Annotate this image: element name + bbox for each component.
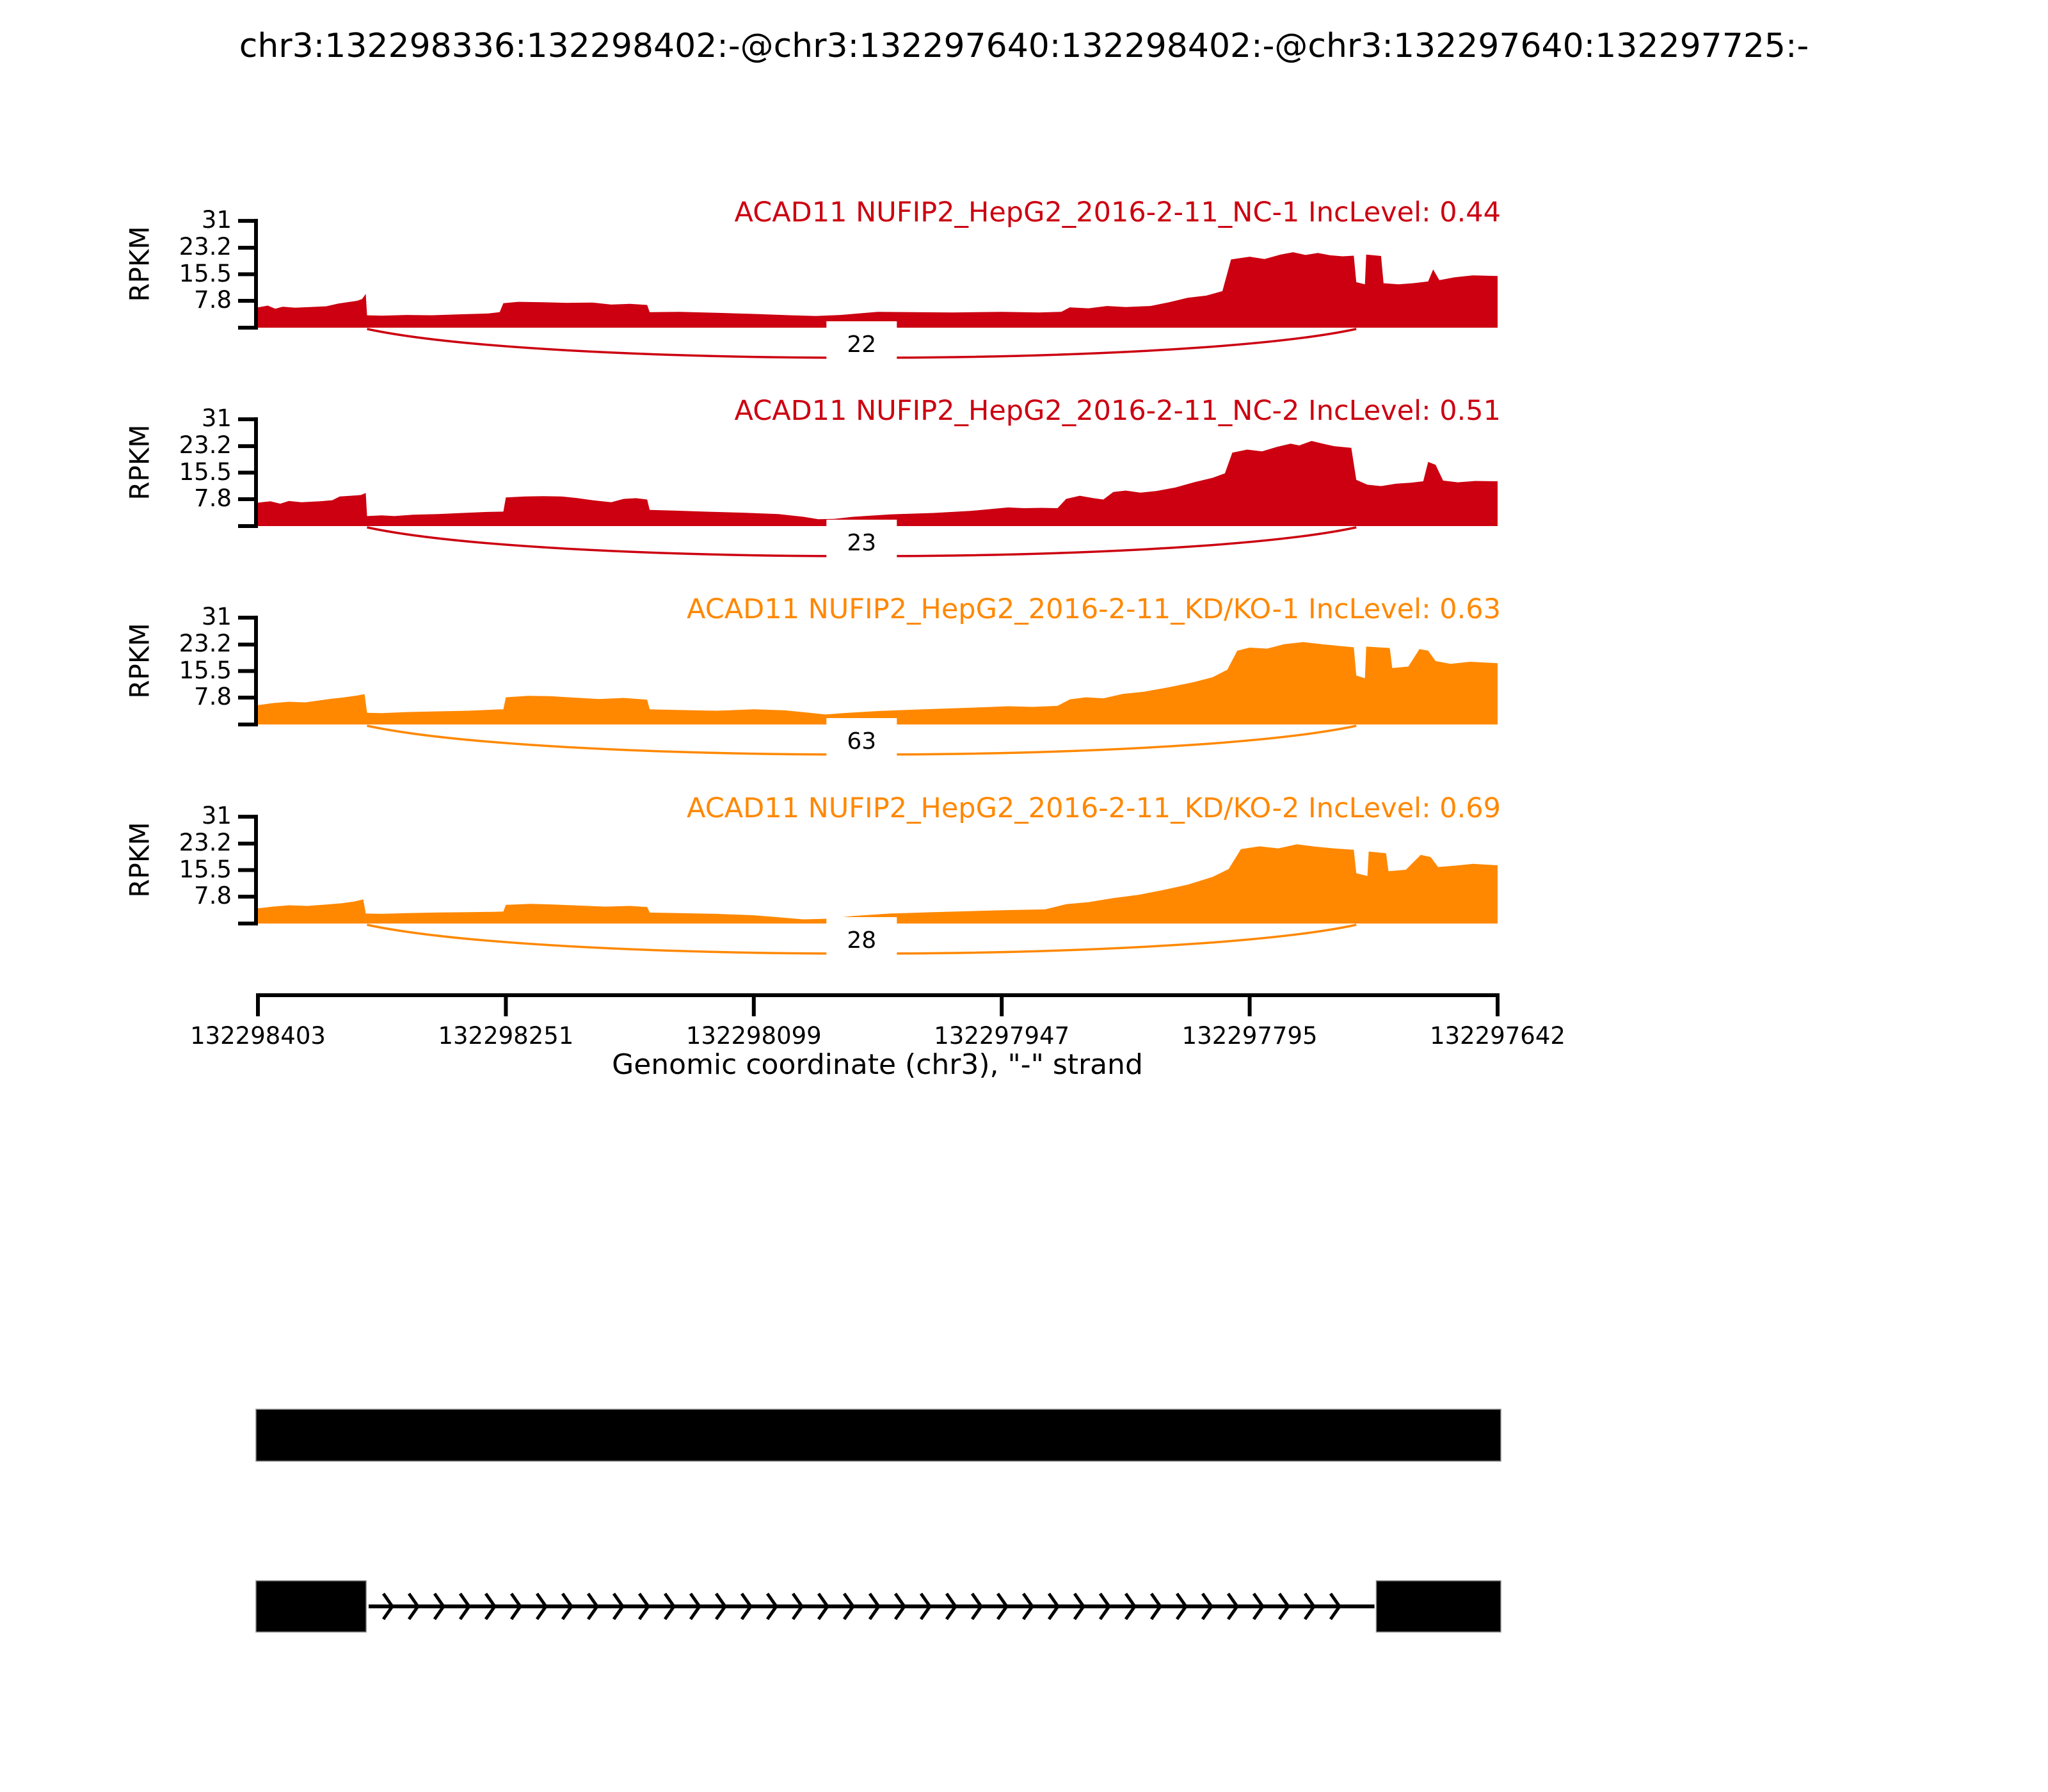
coverage-area-track-2: [258, 441, 1498, 526]
coverage-area-track-3: [258, 642, 1498, 724]
track-label-2: ACAD11 NUFIP2_HepG2_2016-2-11_NC-2 IncLe…: [734, 395, 1501, 427]
x-axis: [256, 993, 1500, 1016]
track-label-1: ACAD11 NUFIP2_HepG2_2016-2-11_NC-1 IncLe…: [734, 196, 1501, 228]
y-tick-label: 23.2: [179, 829, 232, 857]
x-tick-label: 132297795: [1181, 1022, 1318, 1050]
y-axis-title: RPKM: [124, 623, 156, 699]
y-axis-track-1: [238, 219, 258, 330]
coverage-area-track-4: [258, 844, 1498, 924]
junction-count-label: 22: [847, 332, 877, 358]
y-tick-label: 23.2: [179, 630, 232, 658]
x-tick-label: 132298403: [190, 1022, 326, 1050]
y-tick-label: 31: [201, 404, 232, 433]
junction-count-box: [826, 520, 897, 559]
gene-exon-inclusion-isoform: [255, 1409, 1501, 1462]
plot-title: chr3:132298336:132298402:-@chr3:13229764…: [239, 27, 1809, 65]
y-axis-track-2: [238, 417, 258, 528]
x-tick-label: 132297642: [1430, 1022, 1565, 1050]
junction-count-box: [826, 321, 897, 361]
track-label-3: ACAD11 NUFIP2_HepG2_2016-2-11_KD/KO-1 In…: [687, 593, 1501, 625]
y-tick-label: 31: [201, 802, 232, 830]
y-axis-track-3: [238, 616, 258, 726]
y-axis-title: RPKM: [124, 822, 156, 898]
y-tick-label: 31: [201, 603, 232, 631]
y-tick-label: 7.8: [194, 683, 232, 710]
y-tick-label: 15.5: [179, 458, 232, 486]
y-tick-label: 23.2: [179, 431, 232, 460]
x-tick-label: 132298251: [438, 1022, 574, 1050]
gene-exon-skipping-isoform: [255, 1580, 367, 1633]
y-tick-label: 7.8: [194, 882, 232, 909]
y-axis-title: RPKM: [124, 424, 156, 500]
strand-arrow-icons: [381, 1592, 1342, 1620]
y-axis-track-4: [238, 815, 258, 925]
x-tick-label: 132298099: [685, 1022, 822, 1050]
y-tick-label: 7.8: [194, 484, 232, 512]
junction-count-box: [826, 718, 897, 758]
y-tick-label: 7.8: [194, 286, 232, 314]
y-axis-title: RPKM: [124, 226, 156, 302]
y-tick-label: 15.5: [179, 855, 232, 883]
x-axis-title: Genomic coordinate (chr3), "-" strand: [612, 1048, 1143, 1081]
y-tick-label: 31: [201, 206, 232, 234]
junction-count-label: 28: [847, 927, 877, 954]
y-tick-label: 15.5: [179, 259, 232, 287]
junction-count-label: 23: [847, 530, 877, 556]
gene-exon-skipping-isoform: [1375, 1580, 1501, 1633]
junction-count-label: 63: [847, 728, 877, 755]
y-tick-label: 23.2: [179, 233, 232, 261]
coverage-area-track-1: [258, 252, 1498, 328]
y-tick-label: 15.5: [179, 656, 232, 684]
track-label-4: ACAD11 NUFIP2_HepG2_2016-2-11_KD/KO-2 In…: [687, 792, 1501, 824]
junction-count-box: [826, 917, 897, 957]
x-tick-label: 132297947: [934, 1022, 1070, 1050]
